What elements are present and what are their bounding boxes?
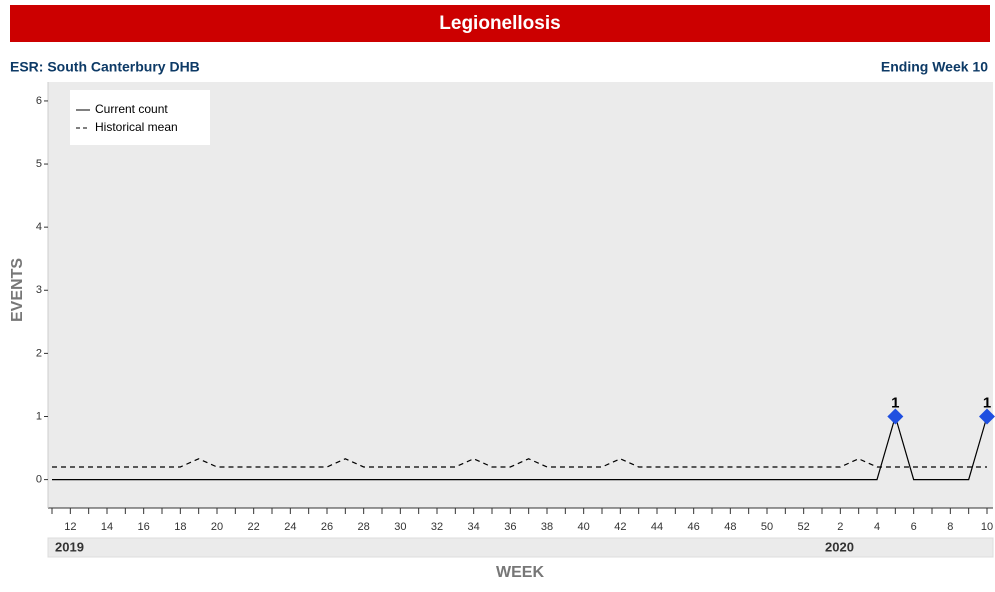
x-tick-label: 46 [688,521,700,533]
year-label: 2020 [825,539,854,554]
x-tick-label: 34 [468,521,480,533]
x-tick-label: 4 [874,521,880,533]
year-label: 2019 [55,539,84,554]
x-tick-label: 32 [431,521,443,533]
x-tick-label: 2 [837,521,843,533]
plot-area [48,82,993,508]
y-tick-label: 4 [36,221,42,233]
y-tick-label: 6 [36,95,42,107]
data-label: 1 [983,394,991,411]
x-tick-label: 14 [101,521,113,533]
x-tick-label: 36 [504,521,516,533]
x-tick-label: 38 [541,521,553,533]
point-marker [887,408,904,425]
x-tick-label: 48 [724,521,736,533]
data-label: 1 [891,394,899,411]
line-series [52,414,988,481]
subtitle-right: Ending Week 10 [881,59,988,75]
x-tick-label: 16 [138,521,150,533]
x-tick-label: 40 [578,521,590,533]
x-tick-label: 50 [761,521,773,533]
x-tick-label: 10 [981,521,993,533]
x-tick-label: 12 [64,521,76,533]
x-tick-label: 52 [798,521,810,533]
x-tick-label: 6 [911,521,917,533]
subtitle-left: ESR: South Canterbury DHB [10,59,200,75]
legend [70,90,210,145]
y-tick-label: 5 [36,158,42,170]
line-series [52,458,987,468]
title-bar [10,5,990,42]
year-bar [47,537,994,558]
x-tick-label: 26 [321,521,333,533]
y-axis-title: EVENTS [9,258,26,322]
y-tick-label: 0 [36,474,42,486]
legend-label: Current count [95,102,168,116]
x-tick-label: 44 [651,521,663,533]
x-tick-label: 24 [284,521,296,533]
x-tick-label: 8 [947,521,953,533]
y-tick-label: 3 [36,284,42,296]
x-tick-label: 42 [614,521,626,533]
legend-label: Historical mean [95,120,178,134]
x-tick-label: 20 [211,521,223,533]
y-tick-label: 1 [36,410,42,422]
x-tick-label: 22 [248,521,260,533]
x-tick-label: 18 [174,521,186,533]
x-tick-label: 28 [358,521,370,533]
chart-title: Legionellosis [439,13,560,34]
x-axis-title: WEEK [496,564,544,581]
x-tick-label: 30 [394,521,406,533]
y-tick-label: 2 [36,347,42,359]
point-marker [979,408,995,425]
